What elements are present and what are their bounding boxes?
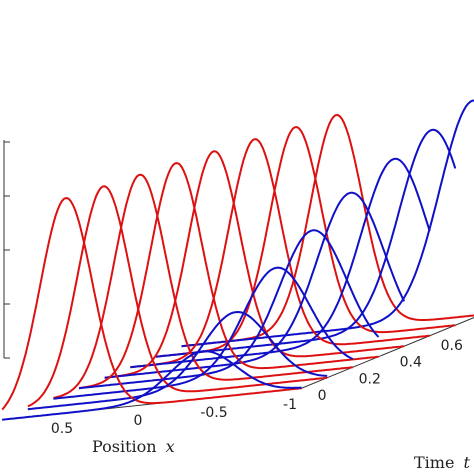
trace-red-t4 [104,150,405,379]
trace-blue-t1 [27,311,328,411]
trace-blue-t4 [104,191,406,379]
x-axis-label: Position x [92,437,175,456]
t-tick-label: 0.4 [400,355,422,371]
trace-red-t0 [1,197,302,411]
t-tick-label: 0.2 [359,371,381,387]
x-tick-label: -1 [283,397,297,413]
t-axis-label-var: t [464,453,471,472]
trace-red-t2 [53,173,353,399]
x-tick-label: -0.5 [200,405,227,421]
trace-blue-t0 [2,350,302,421]
trace-red-t1 [27,185,328,408]
x-axis-label-text: Position [92,437,157,456]
x-tick-label: 0.5 [51,421,73,437]
trace-red-t3 [78,162,379,389]
trace-red-t5 [130,138,430,369]
x-axis-label-var: x [166,437,175,456]
t-axis-label-text: Time [414,453,454,472]
t-tick-label: 0.6 [441,338,463,354]
trace-blue-t3 [78,229,380,390]
trace-blue-t2 [53,266,354,400]
ticks-group: 0.5 0 -0.5 -1 0 0.2 0.4 0.6 [51,338,463,437]
t-tick-label: 0 [318,388,327,404]
x-tick-label: 0 [134,413,143,429]
t-axis-label: Time t [414,453,471,472]
traces-group [1,99,474,421]
trace-blue-t7 [181,99,474,348]
